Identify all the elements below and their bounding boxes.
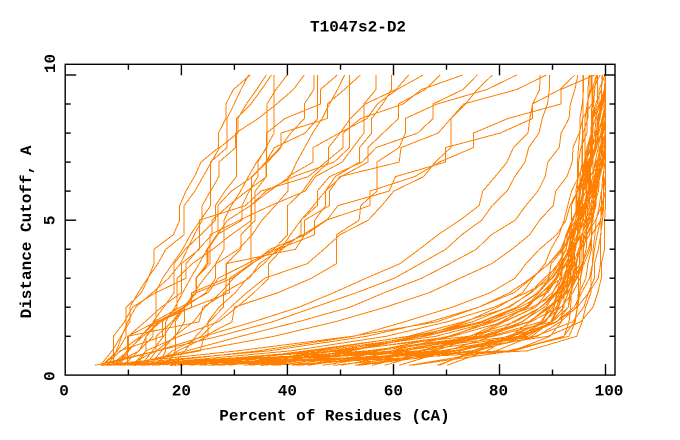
svg-text:5: 5: [42, 215, 60, 225]
svg-text:20: 20: [172, 383, 191, 401]
svg-text:Percent of Residues (CA): Percent of Residues (CA): [219, 408, 449, 426]
svg-text:80: 80: [489, 383, 508, 401]
svg-text:Distance Cutoff, A: Distance Cutoff, A: [18, 145, 36, 318]
svg-text:60: 60: [384, 383, 403, 401]
svg-text:0: 0: [59, 383, 69, 401]
svg-text:T1047s2-D2: T1047s2-D2: [310, 19, 406, 37]
svg-text:100: 100: [595, 383, 624, 401]
svg-text:0: 0: [42, 371, 60, 381]
svg-text:10: 10: [42, 54, 60, 73]
svg-text:40: 40: [278, 383, 297, 401]
